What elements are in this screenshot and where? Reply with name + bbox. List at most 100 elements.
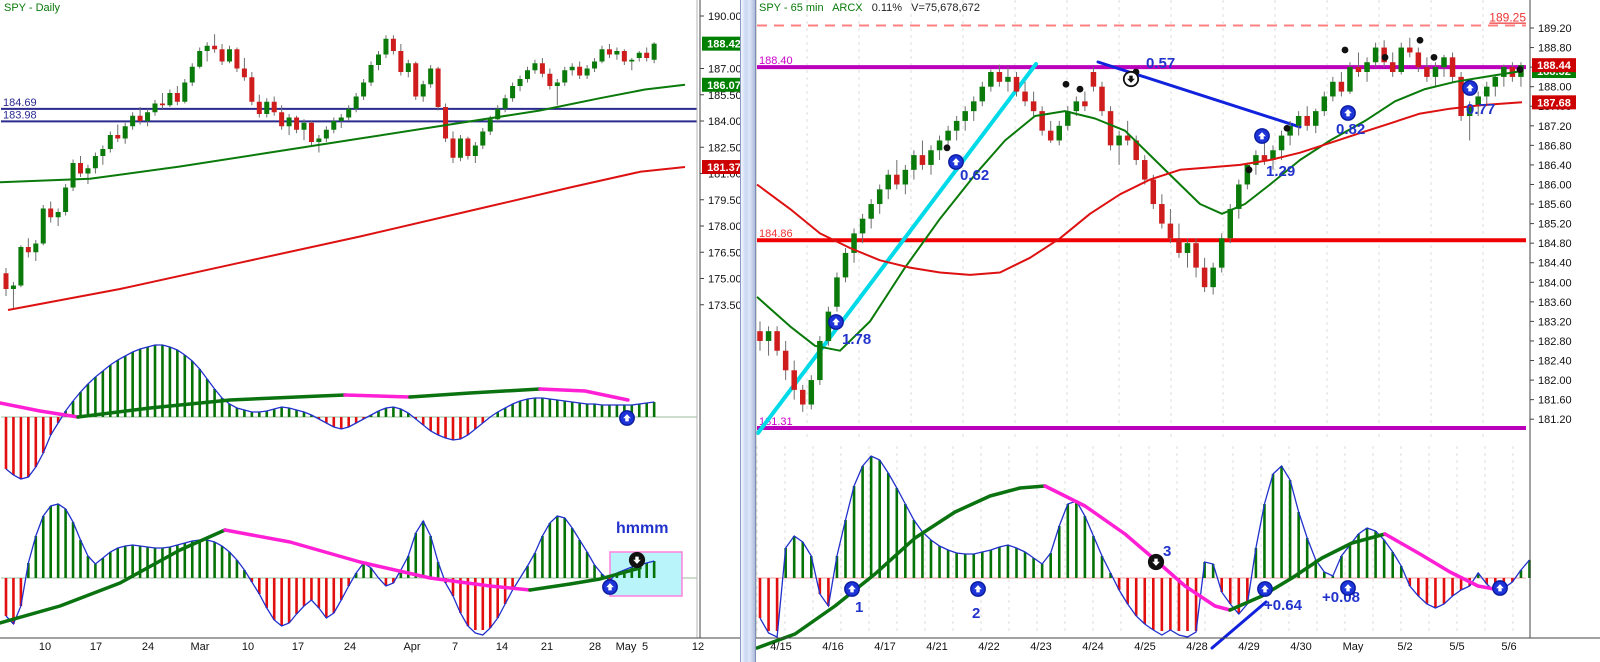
date-label: 17 bbox=[90, 641, 102, 653]
candle-up bbox=[1492, 76, 1499, 87]
candle-up bbox=[851, 233, 857, 253]
buy-arrow-marker[interactable] bbox=[970, 581, 986, 597]
candle-up bbox=[383, 38, 389, 55]
buy-arrow-marker[interactable] bbox=[619, 410, 635, 426]
candle-down bbox=[757, 331, 763, 341]
candle-up bbox=[323, 129, 329, 139]
buy-arrow-marker[interactable] bbox=[1254, 128, 1270, 144]
candle-up bbox=[1065, 111, 1071, 126]
buy-arrow-marker[interactable] bbox=[1340, 105, 1356, 121]
price-axis[interactable]: 189.20188.80188.40188.00187.60187.20186.… bbox=[1530, 23, 1576, 426]
left-chart-title: SPY - Daily bbox=[4, 2, 66, 14]
candle-up bbox=[808, 380, 815, 405]
price-axis[interactable]: 190.00187.00185.50184.00182.50181.00179.… bbox=[700, 11, 746, 312]
candle-down bbox=[241, 68, 247, 78]
buy-arrow-marker[interactable] bbox=[828, 314, 844, 330]
candle-down bbox=[1082, 101, 1088, 107]
candle-up bbox=[510, 86, 516, 99]
sell-arrow-marker[interactable] bbox=[628, 551, 646, 569]
axis-tick-label: 189.20 bbox=[1538, 23, 1572, 35]
buy-arrow-marker[interactable] bbox=[1340, 580, 1356, 596]
date-label: 4/21 bbox=[926, 641, 947, 653]
candle-up bbox=[428, 68, 434, 85]
candle-down bbox=[219, 49, 225, 62]
candle-down bbox=[1167, 223, 1174, 239]
date-label: 10 bbox=[242, 641, 254, 653]
candle-up bbox=[1501, 67, 1507, 77]
candle-up bbox=[868, 204, 874, 219]
signal-line bbox=[1383, 532, 1507, 593]
axis-tick-label: 175.00 bbox=[708, 274, 742, 286]
candle-down bbox=[1090, 72, 1097, 87]
candle-up bbox=[902, 169, 909, 185]
candle-up bbox=[525, 70, 530, 79]
buy-arrow-marker[interactable] bbox=[1492, 580, 1508, 596]
buy-arrow-marker[interactable] bbox=[1257, 581, 1273, 597]
date-label: 4/28 bbox=[1186, 641, 1207, 653]
chart-splitter[interactable] bbox=[740, 0, 756, 662]
trendline[interactable] bbox=[1210, 600, 1268, 650]
candle-up bbox=[301, 122, 307, 130]
candle-up bbox=[1321, 96, 1328, 112]
annotation-text: 0.77 bbox=[1466, 101, 1495, 118]
candle-up bbox=[227, 49, 232, 62]
candle-up bbox=[1184, 243, 1191, 253]
buy-arrow-marker[interactable] bbox=[948, 154, 964, 170]
date-label: Mar bbox=[191, 641, 210, 653]
price-badge bbox=[1532, 58, 1576, 73]
signal-line bbox=[0, 528, 227, 625]
buy-arrow-marker[interactable] bbox=[1462, 80, 1478, 96]
candle-up bbox=[286, 117, 292, 127]
up-arrow-glyph bbox=[1466, 84, 1474, 92]
candles bbox=[3, 34, 657, 309]
buy-arrow-marker[interactable] bbox=[602, 579, 618, 595]
sell-arrow-marker[interactable] bbox=[1122, 70, 1140, 88]
candle-down bbox=[1458, 76, 1464, 117]
up-arrow-glyph bbox=[1344, 109, 1352, 117]
candle-up bbox=[331, 121, 337, 130]
candle-down bbox=[1449, 57, 1456, 77]
candle-up bbox=[92, 156, 98, 169]
candle-up bbox=[346, 108, 352, 118]
candle-up bbox=[100, 149, 106, 156]
candle-up bbox=[825, 311, 832, 341]
candle-down bbox=[1022, 91, 1028, 102]
candle-up bbox=[876, 189, 883, 205]
candle-down bbox=[539, 63, 545, 74]
signal-line bbox=[1228, 532, 1387, 612]
date-axis[interactable]: 10 17 24 Mar 10 17 24 Apr 7 14 21 28 May 5 12 bbox=[39, 641, 704, 653]
buy-arrow-marker[interactable] bbox=[844, 581, 860, 597]
price-badge-label: 181.37 bbox=[707, 162, 741, 174]
axis-tick-label: 188.80 bbox=[1538, 43, 1572, 55]
down-arrow-glyph bbox=[1127, 75, 1135, 83]
candle-down bbox=[800, 389, 806, 405]
candle-up bbox=[1484, 86, 1490, 97]
price-level-label: 189.25 bbox=[1489, 11, 1526, 25]
candle-up bbox=[911, 155, 917, 170]
date-label: 4/30 bbox=[1290, 641, 1311, 653]
price-level-label: 184.69 bbox=[3, 97, 37, 109]
signal-line bbox=[408, 387, 542, 399]
swing-dot bbox=[943, 144, 951, 152]
annotation-text: +0.64 bbox=[1264, 597, 1303, 614]
axis-tick-label: 182.80 bbox=[1538, 336, 1572, 348]
candle-down bbox=[1261, 155, 1268, 161]
axis-tick-label: 186.80 bbox=[1538, 140, 1572, 152]
price-badge bbox=[1532, 95, 1576, 110]
date-label: May bbox=[616, 641, 637, 653]
candle-up bbox=[167, 93, 173, 106]
candle-up bbox=[651, 43, 657, 60]
up-arrow-glyph bbox=[1344, 584, 1352, 592]
swing-dot bbox=[1062, 80, 1070, 88]
sell-arrow-marker[interactable] bbox=[1147, 553, 1165, 571]
date-axis[interactable]: 4/15 4/16 4/17 4/21 4/22 4/23 4/24 4/25 4/28 4/29… bbox=[770, 641, 1516, 653]
candle-up bbox=[107, 135, 113, 149]
axis-tick-label: 184.80 bbox=[1538, 238, 1572, 250]
candle-down bbox=[996, 72, 1003, 82]
trendline[interactable] bbox=[756, 62, 1038, 435]
axis-tick-label: 186.00 bbox=[1538, 179, 1572, 191]
candle-down bbox=[249, 77, 255, 102]
